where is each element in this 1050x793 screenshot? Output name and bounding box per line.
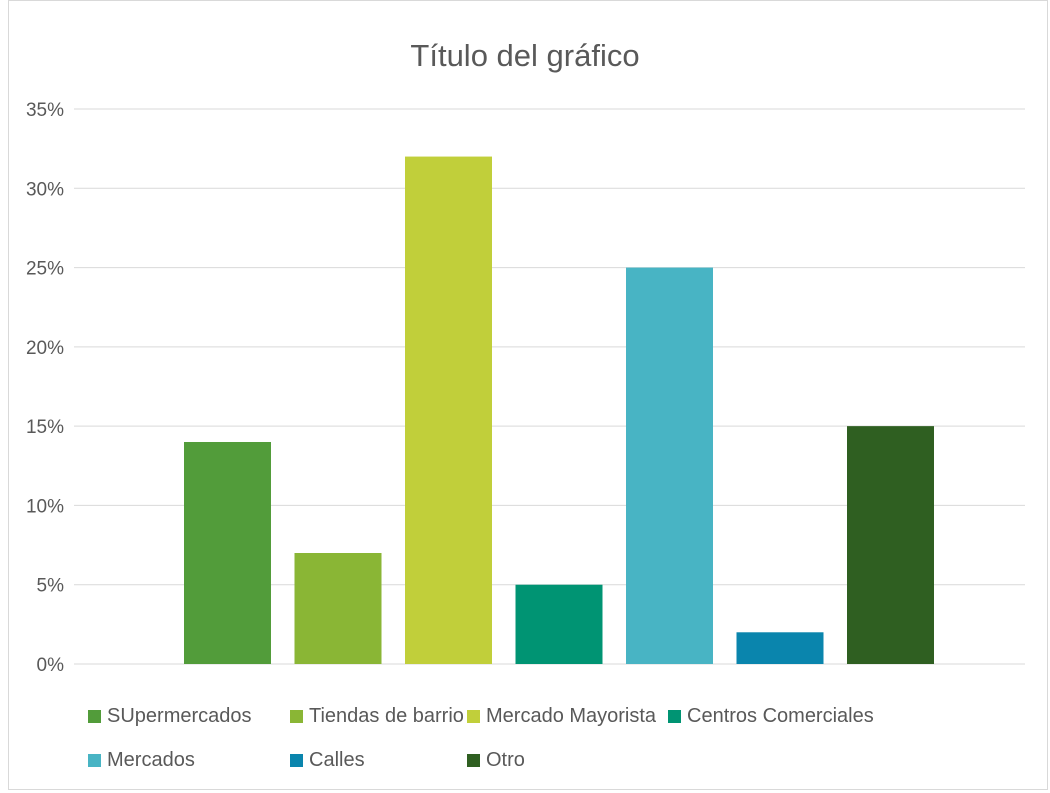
- y-tick-label: 15%: [26, 417, 64, 438]
- legend-swatch: [668, 710, 681, 723]
- bar-mercados: [626, 267, 713, 664]
- legend-item: Mercado Mayorista: [467, 705, 656, 728]
- y-tick-label: 35%: [26, 100, 64, 121]
- legend-item: Centros Comerciales: [668, 705, 874, 728]
- legend-swatch: [290, 710, 303, 723]
- y-tick-label: 5%: [37, 576, 65, 597]
- bar-calles: [736, 632, 824, 664]
- legend-swatch: [88, 710, 101, 723]
- legend-swatch: [467, 754, 480, 767]
- legend-label: Tiendas de barrio: [309, 705, 464, 727]
- bars: [184, 156, 934, 665]
- legend-swatch: [290, 754, 303, 767]
- legend-swatch: [88, 754, 101, 767]
- legend-item: SUpermercados: [88, 705, 252, 728]
- legend-swatch: [467, 710, 480, 723]
- y-tick-label: 25%: [26, 259, 64, 280]
- y-tick-label: 20%: [26, 338, 64, 359]
- bar-chart: 0% 5% 10% 15% 20% 25% 30% 35%: [26, 100, 1025, 676]
- legend-label: Centros Comerciales: [687, 705, 874, 727]
- legend-label: Otro: [486, 749, 525, 771]
- legend-item: Calles: [290, 749, 365, 772]
- bar-otro: [847, 426, 934, 664]
- legend-label: Mercados: [107, 749, 195, 771]
- y-axis-ticks: 0% 5% 10% 15% 20% 25% 30% 35%: [26, 100, 64, 676]
- y-tick-label: 10%: [26, 496, 64, 517]
- y-tick-label: 30%: [26, 179, 64, 200]
- legend-label: Calles: [309, 749, 365, 771]
- bar-centros-comerciales: [515, 584, 603, 664]
- legend-label: Mercado Mayorista: [486, 705, 657, 727]
- bar-mercado-mayorista: [405, 156, 492, 665]
- legend-label: SUpermercados: [107, 705, 252, 727]
- legend-item: Mercados: [88, 749, 195, 772]
- chart-title: Título del gráfico: [410, 38, 640, 73]
- legend-item: Otro: [467, 749, 525, 772]
- bar-tiendas-de-barrio: [294, 553, 382, 664]
- legend-item: Tiendas de barrio: [290, 705, 464, 728]
- y-tick-label: 0%: [37, 655, 65, 676]
- bar-supermercados: [184, 442, 271, 664]
